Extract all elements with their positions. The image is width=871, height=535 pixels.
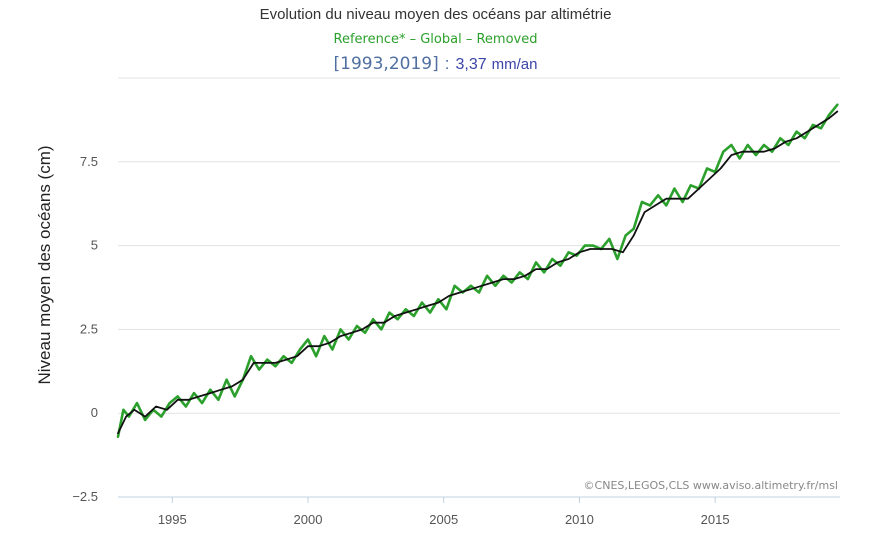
series-line-black <box>117 110 839 435</box>
trend-unit: mm/an <box>491 56 538 73</box>
y-tick-label: −2.5 <box>72 489 98 504</box>
series-line-green <box>116 103 839 438</box>
trend-rate: 3,37 <box>455 56 487 73</box>
gridlines <box>118 77 840 498</box>
chart-subtitle: Reference* – Global – Removed <box>333 32 538 47</box>
y-tick-label: 0 <box>91 405 98 420</box>
x-tick-label: 2010 <box>565 512 594 527</box>
trend-annotation: [1993,2019]:3,37 mm/an <box>0 54 871 74</box>
x-tick-label: 2015 <box>701 512 730 527</box>
y-tick-label: 7.5 <box>80 154 98 169</box>
trend-separator: : <box>444 54 450 73</box>
x-tick-label: 2005 <box>429 512 458 527</box>
x-tick-label: 1995 <box>158 512 187 527</box>
trend-period: [1993,2019] <box>333 54 439 74</box>
series-group <box>116 103 839 438</box>
y-tick-labels: −2.5 0 2.5 5 7.5 <box>72 154 98 504</box>
credit-text: ©CNES,LEGOS,CLS www.aviso.altimetry.fr/m… <box>584 479 838 492</box>
y-tick-label: 2.5 <box>80 321 98 336</box>
y-axis-label: Niveau moyen des océans (cm) <box>35 145 54 384</box>
chart-title: Evolution du niveau moyen des océans par… <box>259 6 612 23</box>
x-tick-labels: 1995 2000 2005 2010 2015 <box>158 497 730 527</box>
x-tick-label: 2000 <box>294 512 323 527</box>
y-tick-label: 5 <box>91 238 98 253</box>
